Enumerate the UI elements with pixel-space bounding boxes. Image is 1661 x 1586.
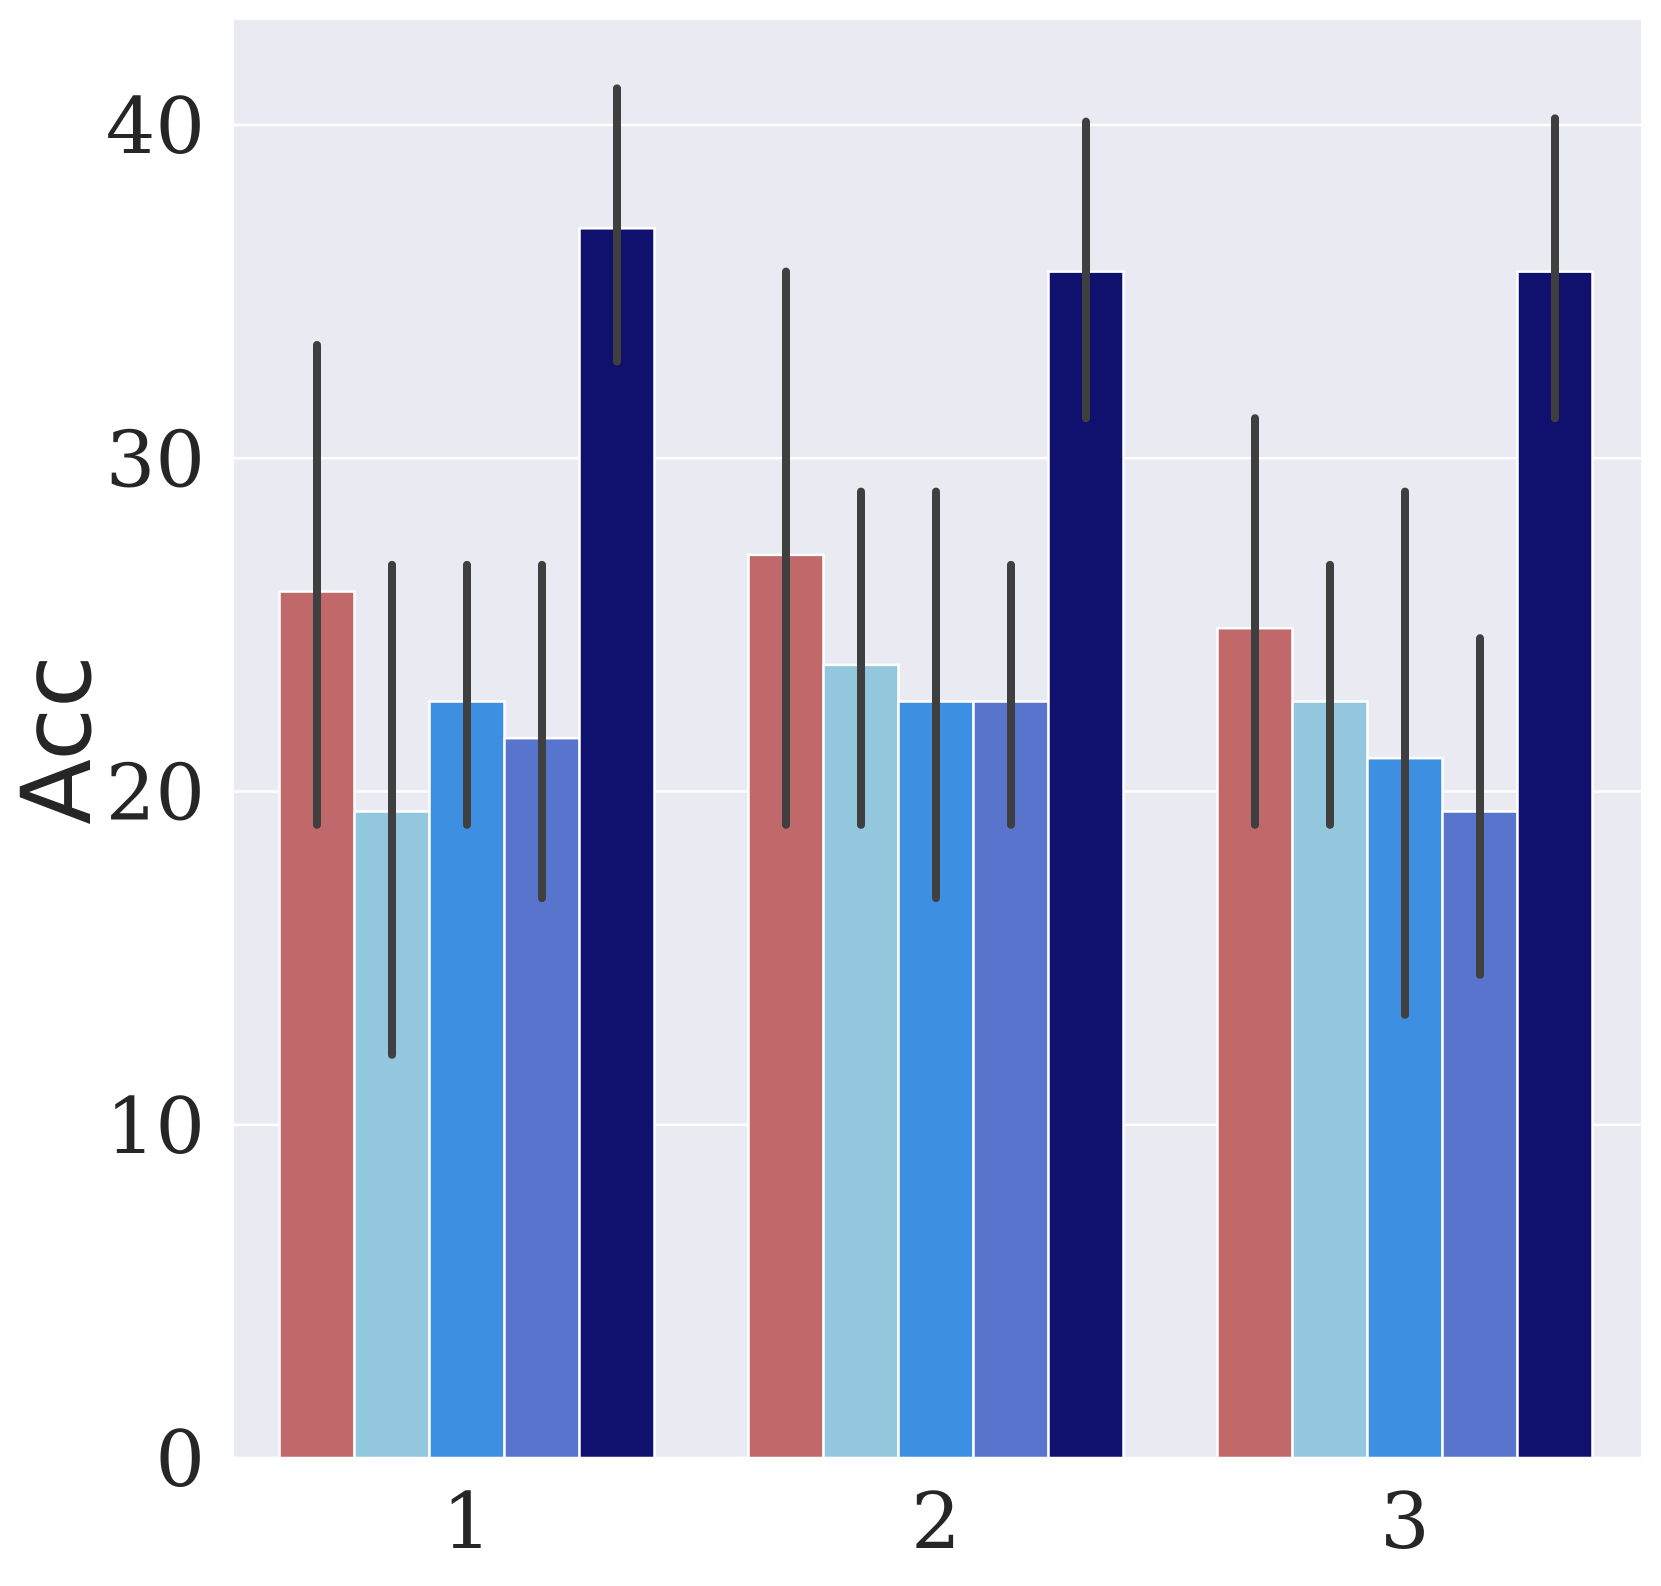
y-tick-label: 40 [106, 82, 205, 172]
x-axis-ticks: 1 2 3 [442, 1477, 1430, 1567]
y-axis-label: Acc [1, 655, 113, 825]
bar-series-5-cat-3 [1516, 270, 1594, 1460]
bar-series-5-cat-2 [1047, 270, 1125, 1460]
y-tick-label: 10 [106, 1082, 205, 1172]
x-tick-label: 2 [911, 1477, 961, 1567]
bar-series-5-cat-1 [578, 227, 656, 1460]
x-tick-label: 3 [1380, 1477, 1430, 1567]
y-tick-label: 30 [106, 415, 205, 505]
x-tick-label: 1 [442, 1477, 492, 1567]
error-bars [313, 84, 1559, 1059]
y-axis-ticks: 0 10 20 30 40 [106, 82, 205, 1505]
y-tick-label: 20 [106, 749, 205, 839]
y-tick-label: 0 [155, 1415, 205, 1505]
